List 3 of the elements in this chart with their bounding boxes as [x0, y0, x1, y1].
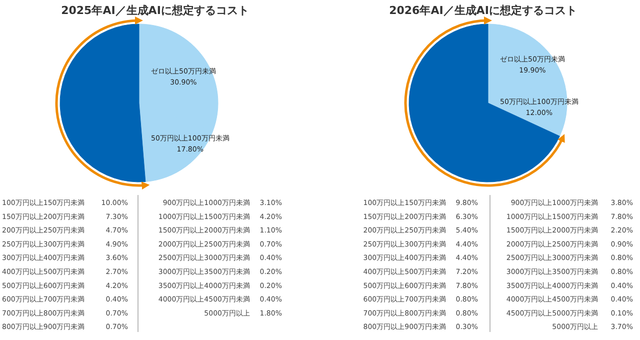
chart-title: 2025年AI／生成AIに想定するコスト — [61, 4, 249, 17]
pie-slice — [60, 24, 146, 182]
chart-title: 2026年AI／生成AIに想定するコスト — [389, 4, 577, 17]
